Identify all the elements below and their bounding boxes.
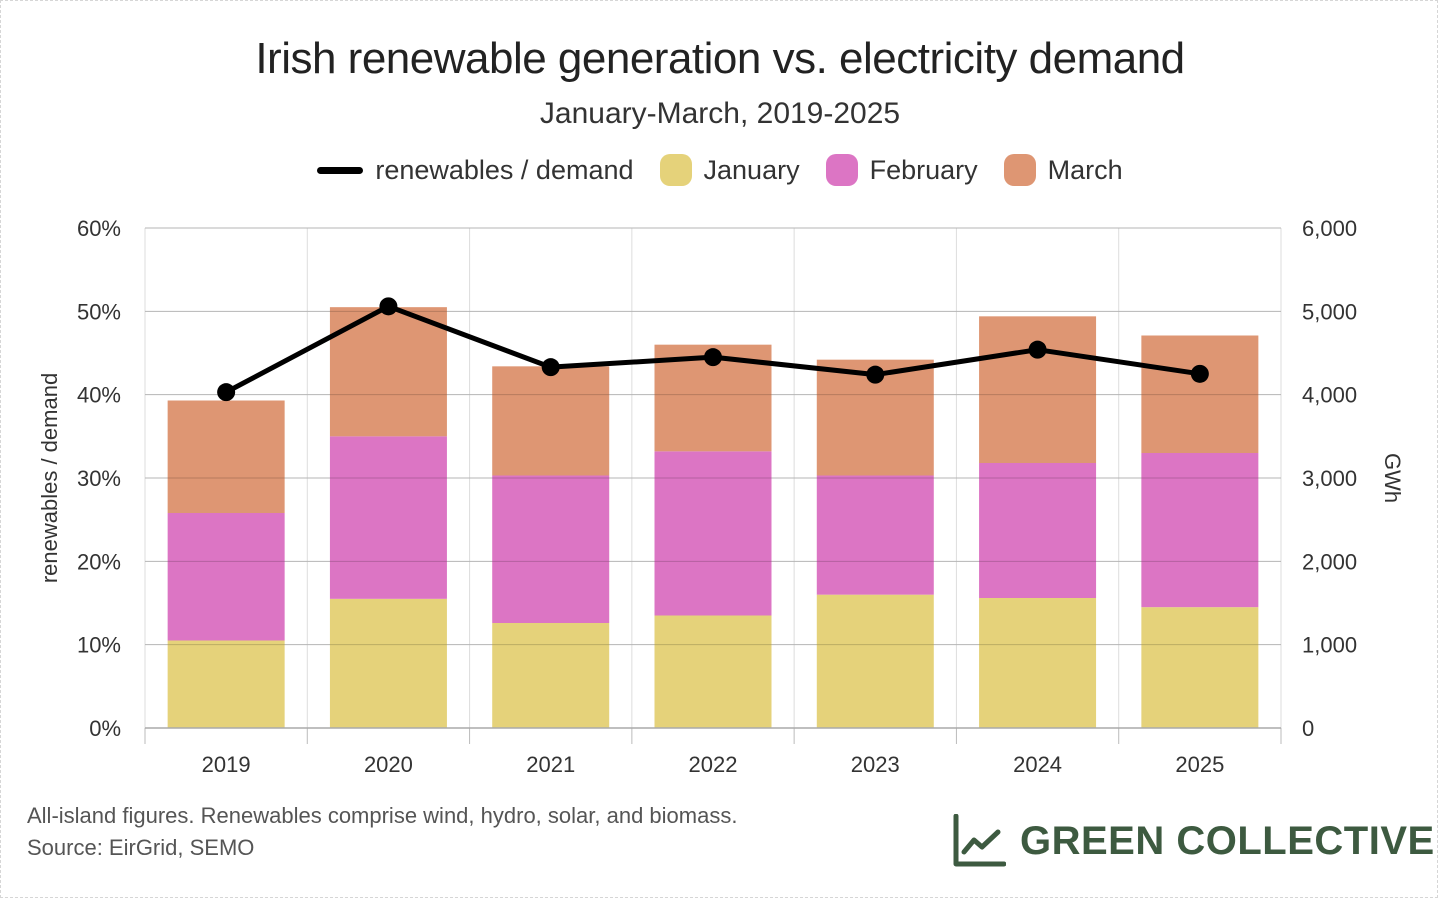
legend-label-february: February (869, 154, 978, 185)
legend-item-ratio[interactable]: renewables / demand (317, 154, 634, 186)
bar-march-2024 (979, 316, 1097, 463)
legend-swatch-january (659, 154, 692, 186)
ratio-point-2025 (1190, 364, 1209, 383)
legend-swatch-march (1003, 154, 1036, 186)
ratio-point-2024 (1028, 340, 1047, 359)
legend-label-march: March (1047, 154, 1123, 185)
bar-february-2021 (492, 475, 610, 623)
y-tick-label: 60% (77, 216, 121, 241)
bar-january-2020 (329, 598, 447, 728)
y2-tick-label: 5,000 (1302, 299, 1357, 324)
bar-january-2024 (979, 598, 1097, 728)
bar-march-2021 (492, 366, 610, 476)
legend-swatch-february (825, 154, 858, 186)
bar-march-2019 (167, 400, 285, 513)
y2-tick-label: 3,000 (1302, 466, 1357, 491)
bar-january-2019 (167, 640, 285, 728)
y2-tick-label: 2,000 (1302, 549, 1357, 574)
legend-label-january: January (703, 154, 800, 185)
x-tick-label: 2025 (1175, 752, 1224, 777)
x-tick-label: 2021 (526, 752, 575, 777)
ratio-point-2019 (217, 383, 236, 402)
bar-february-2019 (167, 513, 285, 641)
legend-item-january[interactable]: January (659, 154, 800, 186)
legend-line-marker (317, 166, 364, 174)
y-tick-label: 30% (77, 466, 121, 491)
bar-march-2025 (1141, 335, 1259, 453)
bar-january-2025 (1141, 607, 1259, 728)
y-tick-label: 0% (89, 716, 121, 741)
brand-logo: GREEN COLLECTIVE (952, 812, 1435, 870)
ratio-point-2020 (379, 297, 398, 316)
bar-january-2022 (654, 615, 772, 728)
chart-title: Irish renewable generation vs. electrici… (255, 34, 1185, 83)
bar-february-2023 (816, 475, 934, 595)
chart-subtitle: January-March, 2019-2025 (539, 97, 901, 130)
y2-tick-label: 0 (1302, 716, 1314, 741)
y2-tick-label: 6,000 (1302, 216, 1357, 241)
y2-tick-label: 4,000 (1302, 383, 1357, 408)
y-tick-label: 10% (77, 633, 121, 658)
y2-tick-label: 1,000 (1302, 633, 1357, 658)
ratio-point-2023 (866, 365, 885, 384)
y2-axis-label: GWh (1380, 453, 1405, 503)
legend-label-ratio: renewables / demand (375, 154, 634, 185)
bar-february-2020 (329, 436, 447, 599)
footnote-source: Source: EirGrid, SEMO (27, 835, 255, 860)
y-axis-label: renewables / demand (37, 373, 62, 583)
bar-february-2024 (979, 463, 1097, 598)
x-tick-label: 2022 (689, 752, 738, 777)
x-tick-label: 2019 (202, 752, 251, 777)
y-tick-label: 20% (77, 549, 121, 574)
y-tick-label: 50% (77, 299, 121, 324)
legend-item-february[interactable]: February (825, 154, 978, 186)
footnote-description: All-island figures. Renewables comprise … (27, 803, 738, 828)
brand-name: GREEN COLLECTIVE (1020, 818, 1435, 863)
x-tick-label: 2020 (364, 752, 413, 777)
bar-january-2021 (492, 623, 610, 728)
y-tick-label: 40% (77, 383, 121, 408)
bar-january-2023 (816, 594, 934, 728)
footnote: All-island figures. Renewables comprise … (27, 800, 737, 864)
bar-february-2025 (1141, 453, 1259, 608)
trend-chart-icon (953, 814, 1006, 867)
x-tick-label: 2023 (851, 752, 900, 777)
legend: renewables / demand January February Mar… (0, 154, 1440, 186)
ratio-point-2022 (704, 348, 722, 367)
bar-february-2022 (654, 451, 772, 616)
x-tick-label: 2024 (1013, 752, 1062, 777)
legend-item-march[interactable]: March (1003, 154, 1123, 186)
ratio-point-2021 (541, 358, 560, 377)
